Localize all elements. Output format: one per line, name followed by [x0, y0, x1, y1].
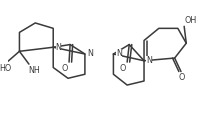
Text: O: O — [120, 64, 126, 73]
Text: O: O — [62, 64, 68, 73]
Text: N: N — [146, 56, 152, 65]
Text: HO: HO — [0, 64, 12, 73]
Text: NH: NH — [28, 66, 40, 75]
Text: N: N — [116, 49, 122, 58]
Text: OH: OH — [184, 16, 197, 25]
Text: N: N — [87, 49, 93, 58]
Text: N: N — [56, 43, 62, 52]
Text: O: O — [179, 73, 185, 82]
